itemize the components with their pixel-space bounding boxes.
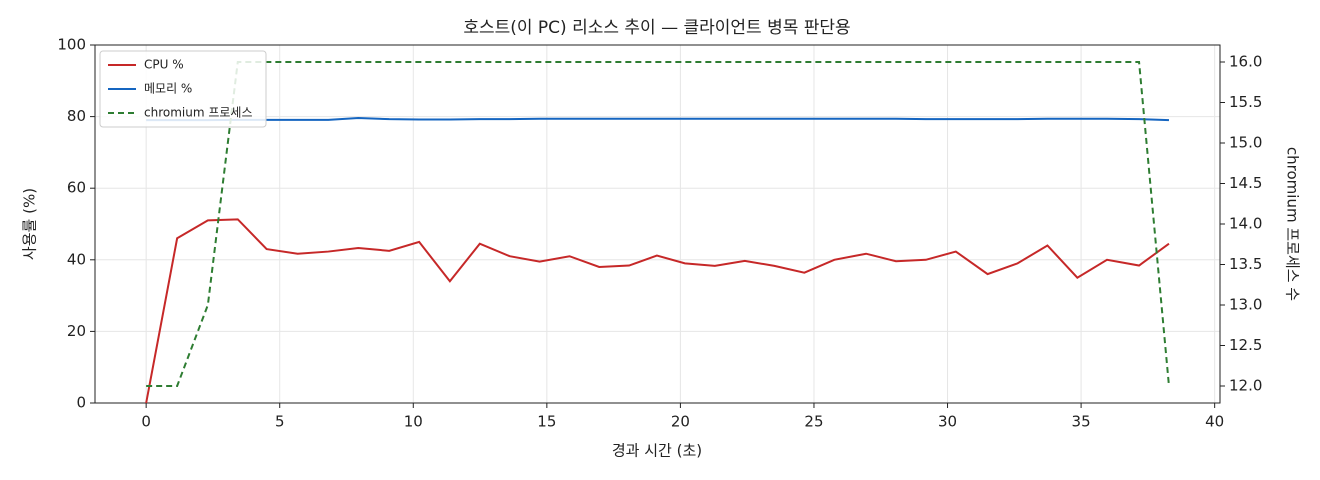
x-tick-label: 15 — [537, 413, 556, 431]
y2-tick-label: 14.5 — [1229, 174, 1262, 192]
legend-label: 메모리 % — [144, 82, 192, 96]
series-line — [146, 117, 1170, 122]
series-line — [146, 61, 1170, 387]
y2-tick-label: 12.5 — [1229, 336, 1262, 354]
y2-tick-label: 14.0 — [1229, 215, 1262, 233]
legend-label: chromium 프로세스 — [144, 106, 253, 120]
x-tick-label: 25 — [804, 413, 823, 431]
y-tick-label: 40 — [67, 250, 86, 268]
y-tick-label: 60 — [67, 179, 86, 197]
series-line — [145, 218, 1170, 404]
x-tick-label: 30 — [938, 413, 957, 431]
x-tick-label: 20 — [671, 413, 690, 431]
x-tick-label: 35 — [1072, 413, 1091, 431]
y-tick-label: 0 — [76, 394, 86, 412]
y-tick-label: 80 — [67, 107, 86, 125]
y-tick-label: 20 — [67, 322, 86, 340]
x-tick-label: 5 — [275, 413, 285, 431]
legend-box — [99, 50, 267, 128]
x-tick-label: 0 — [141, 413, 151, 431]
x-axis-label: 경과 시간 (초) — [612, 442, 702, 460]
plot-frame — [94, 44, 1221, 404]
y-tick-label: 100 — [57, 36, 86, 54]
y-axis-label: 사용률 (%) — [21, 188, 39, 260]
y2-tick-label: 15.0 — [1229, 134, 1262, 152]
y2-tick-label: 16.0 — [1229, 53, 1262, 71]
legend: CPU % 메모리 % chromium 프로세스 — [99, 50, 267, 128]
y2-tick-label: 13.5 — [1229, 255, 1262, 273]
x-tick-label: 10 — [404, 413, 423, 431]
legend-label: CPU % — [144, 58, 184, 72]
y2-tick-label: 13.0 — [1229, 295, 1262, 313]
chart-title: 호스트(이 PC) 리소스 추이 — 클라이언트 병목 판단용 — [463, 18, 850, 38]
y2-tick-label: 12.0 — [1229, 376, 1262, 394]
y2-tick-label: 15.5 — [1229, 93, 1262, 111]
x-tick-label: 40 — [1205, 413, 1224, 431]
y2-axis-label: chromium 프로세스 수 — [1284, 147, 1302, 301]
